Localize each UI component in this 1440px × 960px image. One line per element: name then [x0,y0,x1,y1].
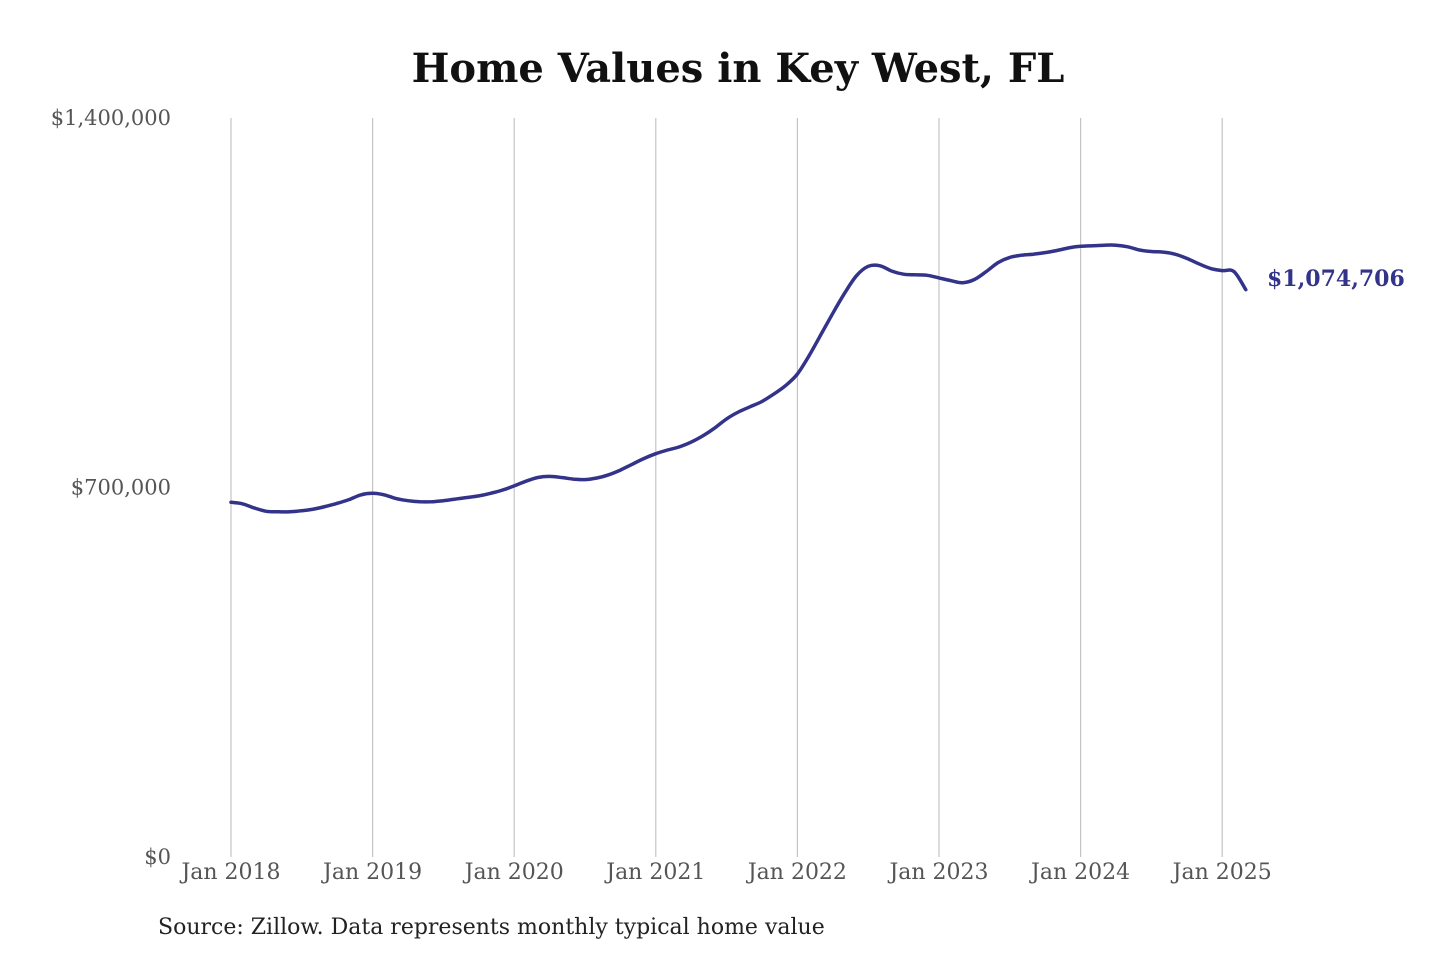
x-tick-label: Jan 2023 [887,860,988,885]
series-group [229,243,1248,514]
vertical-gridlines [230,118,1223,857]
x-axis-ticks: Jan 2018 Jan 2019 Jan 2020 Jan 2021 Jan 2022… [179,860,1271,885]
end-value-label: $1,074,706 [1267,266,1405,292]
y-tick-label: $1,400,000 [51,106,171,130]
y-tick-label: $0 [144,845,171,869]
x-tick-label: Jan 2019 [321,860,422,885]
x-tick-label: Jan 2024 [1029,860,1130,885]
x-tick-label: Jan 2020 [463,860,564,885]
y-tick-label: $700,000 [71,476,171,500]
chart-title: Home Values in Key West, FL [412,45,1065,92]
source-note: Source: Zillow. Data represents monthly … [158,915,825,940]
y-axis-ticks: $0 $700,000 $1,400,000 [51,106,171,869]
x-tick-label: Jan 2025 [1171,860,1272,885]
x-tick-label: Jan 2022 [746,860,847,885]
series-line [229,243,1248,514]
x-tick-label: Jan 2021 [604,860,705,885]
x-tick-label: Jan 2018 [179,860,280,885]
